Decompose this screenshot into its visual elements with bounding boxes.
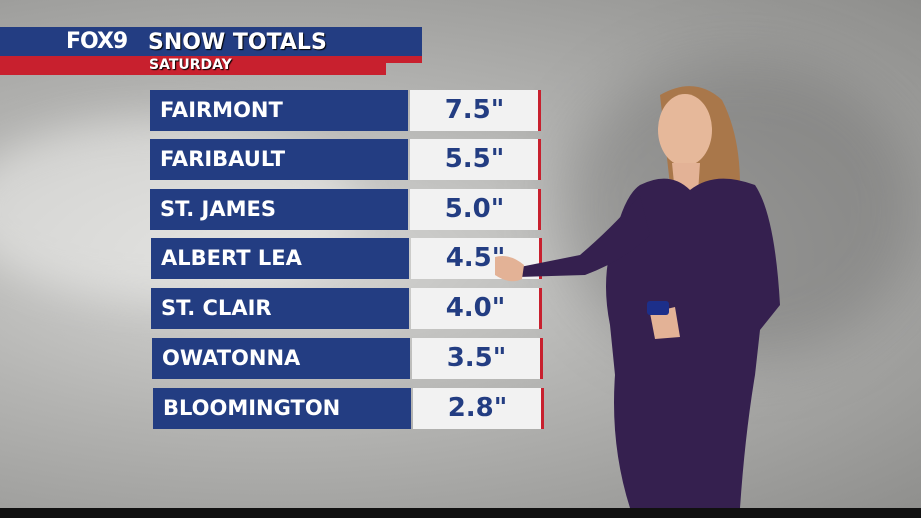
location-label: BLOOMINGTON <box>153 388 411 429</box>
presenter-dress <box>606 178 780 509</box>
location-label: ST. CLAIR <box>151 288 409 329</box>
header-bar <box>0 27 422 58</box>
snow-row: FAIRMONT 7.5" <box>150 90 542 131</box>
snow-amount: 5.5" <box>410 139 539 180</box>
red-edge <box>540 338 543 379</box>
snow-amount: 4.0" <box>411 288 540 329</box>
location-label: FAIRMONT <box>150 90 408 131</box>
snow-amount: 2.8" <box>413 388 542 429</box>
snow-row: FARIBAULT 5.5" <box>150 139 542 180</box>
subtitle-bar <box>0 62 386 75</box>
red-edge <box>538 139 541 180</box>
red-edge <box>538 90 541 131</box>
snow-row: ST. CLAIR 4.0" <box>151 288 543 329</box>
header-red-stripe <box>0 56 422 63</box>
graphic-subtitle: SATURDAY <box>149 57 232 73</box>
red-edge <box>541 388 544 429</box>
snow-amount: 5.0" <box>410 189 539 230</box>
snow-row: OWATONNA 3.5" <box>152 338 544 379</box>
presenter-face <box>658 94 712 166</box>
clicker-remote <box>647 301 669 315</box>
snow-amount: 7.5" <box>410 90 539 131</box>
location-label: OWATONNA <box>152 338 410 379</box>
presenter-hand <box>495 256 524 282</box>
red-edge <box>539 288 542 329</box>
presenter-arm <box>518 195 650 277</box>
presenter <box>495 86 780 509</box>
red-edge <box>538 189 541 230</box>
location-label: FARIBAULT <box>150 139 408 180</box>
graphic-title: SNOW TOTALS <box>148 30 327 55</box>
frame-bottom-edge <box>0 508 921 518</box>
snow-amount: 3.5" <box>412 338 541 379</box>
location-label: ST. JAMES <box>150 189 408 230</box>
fox9-logo: FOX9 <box>66 29 128 54</box>
snow-row: ALBERT LEA 4.5" <box>151 238 543 279</box>
red-edge <box>539 238 542 279</box>
location-label: ALBERT LEA <box>151 238 409 279</box>
snow-row: BLOOMINGTON 2.8" <box>153 388 545 429</box>
snow-row: ST. JAMES 5.0" <box>150 189 542 230</box>
